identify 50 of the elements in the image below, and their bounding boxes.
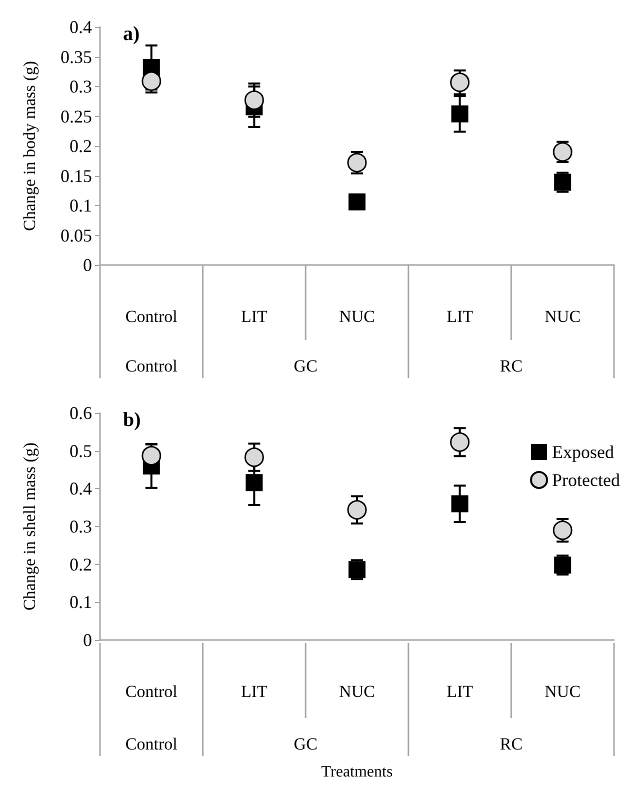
point [451, 495, 468, 512]
y-tick-label: 0.5 [70, 440, 92, 461]
y-tick-label: 0 [83, 255, 92, 275]
point [244, 90, 264, 110]
y-axis-title: Change in shell mass (g) [20, 442, 39, 611]
point [450, 432, 470, 452]
text: Control [125, 734, 178, 754]
y-tick-label: 0.05 [60, 225, 92, 246]
x-tick-label: NUC [339, 682, 375, 701]
x-tick-label: LIT [240, 682, 268, 701]
y-tick-label: 0.2 [70, 554, 92, 574]
x-tick-label: LIT [446, 682, 474, 701]
point [244, 448, 264, 468]
chart-title: a) [123, 23, 140, 45]
y-tick-label: 0.1 [70, 196, 92, 216]
text: RC [500, 734, 523, 754]
legend-label: Exposed [552, 442, 614, 462]
y-tick-label: 0.25 [60, 106, 92, 126]
x-tick-label: Control [125, 682, 178, 701]
x-tick-label: Control [125, 307, 178, 326]
y-tick-label: 0.2 [70, 136, 92, 156]
text: Control [125, 356, 178, 376]
y-tick-label: 0.15 [60, 166, 92, 186]
y-tick-label: 0 [83, 630, 92, 650]
x-tick-label: LIT [240, 307, 268, 326]
x-tick-label: NUC [339, 307, 375, 326]
point [552, 520, 572, 540]
y-tick-label: 0.6 [70, 403, 92, 423]
point [246, 474, 263, 492]
x-tick-label: NUC [544, 307, 581, 326]
point [348, 193, 366, 210]
point [552, 142, 572, 162]
legend-label: Protected [552, 470, 620, 490]
text: RC [500, 356, 523, 376]
x-tick-label: LIT [446, 307, 474, 326]
y-tick-label: 0.4 [70, 478, 92, 499]
x-axis-title: Treatments [321, 764, 393, 780]
point [450, 72, 470, 92]
y-tick-label: 0.1 [70, 592, 92, 612]
point [451, 105, 468, 122]
y-tick-label: 0.35 [60, 46, 92, 67]
y-tick-label: 0.4 [70, 17, 92, 37]
chart-title: b) [123, 409, 141, 431]
point [347, 500, 367, 520]
x-tick-label: NUC [544, 682, 581, 701]
text: GC [294, 356, 318, 376]
text: GC [294, 734, 318, 754]
y-tick-label: 0.3 [70, 76, 92, 96]
y-tick-label: 0.3 [70, 516, 92, 536]
y-axis-title: Change in body mass (g) [20, 61, 39, 231]
